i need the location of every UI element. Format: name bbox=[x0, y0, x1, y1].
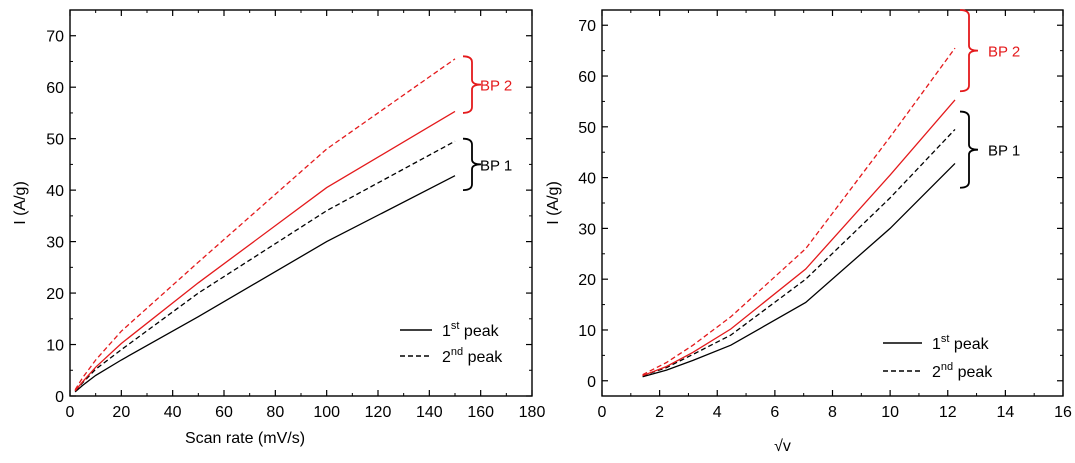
y-tick-label: 60 bbox=[578, 69, 596, 86]
legend-entry: 2nd peak bbox=[932, 361, 993, 381]
group-brace bbox=[462, 55, 482, 114]
legend-ordinal-suffix: st bbox=[941, 333, 950, 345]
x-tick-label: 40 bbox=[164, 404, 182, 421]
series-line-bp2-2nd-peak bbox=[642, 47, 956, 376]
legend-label: peak bbox=[463, 349, 503, 366]
x-tick-label: 6 bbox=[770, 404, 779, 421]
chart-scan-rate: 0 20 40 60 80 100 120 140 160 180 0 10 20 30 40 50 60 70 S… bbox=[12, 9, 546, 447]
y-axis-label: I (A/g) bbox=[12, 181, 29, 225]
y-axis-label: I (A/g) bbox=[545, 181, 562, 225]
x-axis-label: √v bbox=[774, 438, 791, 455]
x-tick-label: 160 bbox=[467, 404, 494, 421]
x-tick-label: 20 bbox=[112, 404, 130, 421]
group-label: BP 2 bbox=[988, 44, 1020, 61]
y-tick-label: 70 bbox=[46, 29, 64, 46]
group-brace bbox=[462, 137, 482, 192]
group-label: BP 2 bbox=[480, 78, 512, 95]
legend-ordinal: 2 bbox=[932, 364, 941, 381]
x-tick-label: 4 bbox=[713, 404, 722, 421]
legend-ordinal-suffix: nd bbox=[941, 361, 953, 373]
series-line-bp2-1st-peak bbox=[642, 99, 956, 377]
legend-label: peak bbox=[949, 336, 989, 353]
y-tick-label: 50 bbox=[46, 132, 64, 149]
series-line-bp1-1st-peak bbox=[74, 175, 456, 393]
y-tick-label: 70 bbox=[578, 18, 596, 35]
series-line-bp1-1st-peak bbox=[642, 162, 956, 378]
series-line-bp2-1st-peak bbox=[74, 110, 456, 392]
x-tick-label: 60 bbox=[215, 404, 233, 421]
y-tick-label: 20 bbox=[46, 286, 64, 303]
x-tick-label: 0 bbox=[598, 404, 607, 421]
x-tick-label: 80 bbox=[266, 404, 284, 421]
x-tick-label: 10 bbox=[881, 404, 899, 421]
y-tick-label: 40 bbox=[46, 183, 64, 200]
x-tick-label: 14 bbox=[996, 404, 1014, 421]
legend-label: peak bbox=[953, 364, 993, 381]
legend-ordinal: 1 bbox=[442, 323, 451, 340]
x-tick-label: 100 bbox=[313, 404, 340, 421]
y-tick-label: 60 bbox=[46, 80, 64, 97]
y-tick-label: 0 bbox=[55, 389, 64, 406]
y-tick-label: 40 bbox=[578, 171, 596, 188]
group-label: BP 1 bbox=[480, 157, 512, 174]
plot-frame bbox=[601, 9, 1064, 397]
legend-entry: 1st peak bbox=[932, 333, 990, 353]
x-tick-label: 140 bbox=[416, 404, 443, 421]
x-tick-label: 120 bbox=[365, 404, 392, 421]
y-tick-label: 20 bbox=[578, 272, 596, 289]
x-tick-label: 16 bbox=[1054, 404, 1072, 421]
x-tick-label: 180 bbox=[519, 404, 546, 421]
series-line-bp2-2nd-peak bbox=[74, 58, 456, 391]
group-brace bbox=[959, 110, 979, 189]
legend-ordinal: 2 bbox=[442, 349, 451, 366]
group-brace bbox=[959, 9, 979, 93]
series-line-bp1-2nd-peak bbox=[642, 128, 956, 377]
group-label: BP 1 bbox=[988, 143, 1020, 160]
y-tick-label: 0 bbox=[587, 374, 596, 391]
legend-entry: 1st peak bbox=[442, 320, 500, 340]
x-tick-label: 0 bbox=[66, 404, 75, 421]
y-tick-label: 10 bbox=[578, 323, 596, 340]
y-tick-label: 30 bbox=[46, 235, 64, 252]
x-tick-label: 12 bbox=[939, 404, 957, 421]
x-axis-label: Scan rate (mV/s) bbox=[185, 430, 305, 447]
y-tick-label: 50 bbox=[578, 120, 596, 137]
x-tick-label: 8 bbox=[828, 404, 837, 421]
y-tick-label: 10 bbox=[46, 338, 64, 355]
legend-ordinal-suffix: nd bbox=[451, 346, 463, 358]
x-tick-label: 2 bbox=[655, 404, 664, 421]
legend-ordinal: 1 bbox=[932, 336, 941, 353]
legend-entry: 2nd peak bbox=[442, 346, 503, 366]
legend-ordinal-suffix: st bbox=[451, 320, 460, 332]
legend-label: peak bbox=[459, 323, 499, 340]
y-tick-label: 30 bbox=[578, 221, 596, 238]
